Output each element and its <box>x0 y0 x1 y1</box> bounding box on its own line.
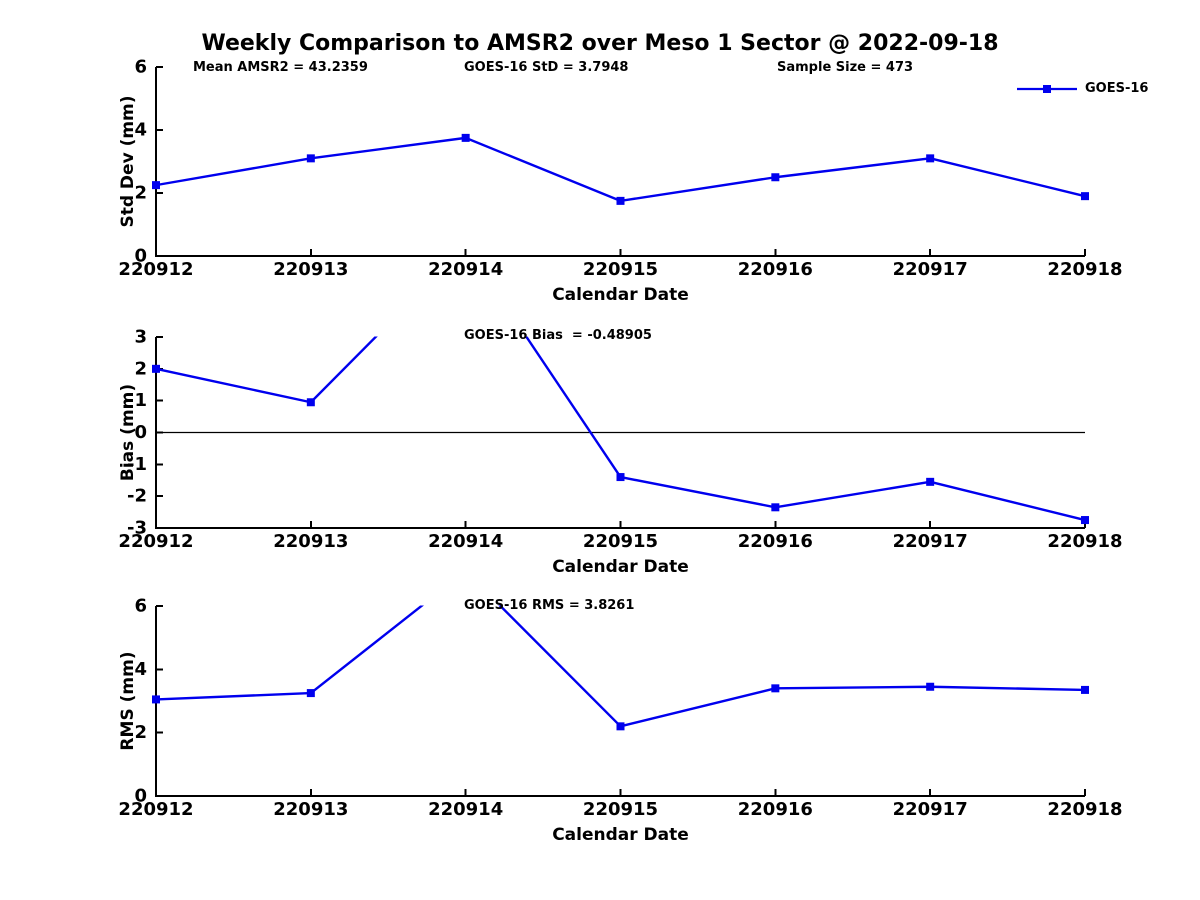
y-axis-label: Std Dev (mm) <box>118 95 138 227</box>
x-tick-label: 220913 <box>273 259 348 280</box>
x-tick-label: 220913 <box>273 799 348 820</box>
y-tick-label: -2 <box>127 486 147 507</box>
stat-annotation-goes16-std: GOES-16 StD = 3.7948 <box>464 60 629 75</box>
data-point-marker <box>152 364 160 373</box>
y-tick-label: 6 <box>134 596 147 617</box>
y-tick-label: 4 <box>134 120 147 141</box>
y-tick-label: -1 <box>127 454 147 475</box>
y-tick-label: 2 <box>134 358 147 379</box>
x-tick-label: 220917 <box>893 531 968 552</box>
x-tick-label: 220914 <box>428 531 503 552</box>
x-tick-label: 220916 <box>738 259 813 280</box>
data-point-marker <box>461 133 470 142</box>
x-tick-label: 220918 <box>1047 531 1122 552</box>
chart-std-dev: 0 2 4 6 220912 220913 220914 220915 220916 220917… <box>118 57 1123 306</box>
legend-label: GOES-16 <box>1085 81 1149 96</box>
data-point-marker <box>1081 685 1089 694</box>
y-axis-label: Bias (mm) <box>118 384 138 481</box>
data-point-marker <box>616 722 625 731</box>
x-tick-label: 220913 <box>273 531 348 552</box>
y-tick-label: 2 <box>134 722 147 743</box>
x-tick-label: 220915 <box>583 531 658 552</box>
y-axis-label: RMS (mm) <box>118 651 138 750</box>
x-tick-label: 220917 <box>893 259 968 280</box>
y-tick-label: 0 <box>134 786 147 807</box>
series-goes-16 <box>152 567 1089 731</box>
stat-annotation-goes16-bias: GOES-16 Bias = -0.48905 <box>464 328 652 343</box>
x-tick-label: 220912 <box>118 531 193 552</box>
data-point-marker <box>926 154 935 163</box>
data-point-marker <box>616 196 625 205</box>
data-point-marker <box>771 684 780 693</box>
x-tick-label: 220918 <box>1047 259 1122 280</box>
x-tick-label: 220916 <box>738 799 813 820</box>
legend: GOES-16 <box>1015 81 1148 97</box>
x-axis-label: Calendar Date <box>552 285 689 305</box>
data-point-marker <box>771 503 780 512</box>
y-tick-label: 2 <box>134 183 147 204</box>
x-tick-label: 220914 <box>428 799 503 820</box>
data-point-marker <box>926 477 935 486</box>
data-point-marker <box>1081 516 1089 525</box>
y-tick-label: 0 <box>134 246 147 267</box>
series-line <box>155 605 1086 728</box>
data-point-marker <box>771 173 780 182</box>
series-goes-16 <box>152 133 1089 205</box>
x-tick-label: 220915 <box>583 259 658 280</box>
data-point-marker <box>1081 192 1089 201</box>
x-tick-label: 220916 <box>738 531 813 552</box>
x-tick-label: 220917 <box>893 799 968 820</box>
data-point-marker <box>306 689 315 698</box>
x-tick-label: 220918 <box>1047 799 1122 820</box>
data-point-marker <box>616 473 625 482</box>
x-tick-label: 220912 <box>118 259 193 280</box>
stat-annotation-goes16-rms: GOES-16 RMS = 3.8261 <box>464 598 635 613</box>
y-tick-label: 1 <box>134 390 147 411</box>
y-tick-label: 3 <box>134 327 147 348</box>
y-tick-label: 6 <box>134 57 147 78</box>
y-tick-label: 0 <box>134 422 147 443</box>
y-tick-label: -3 <box>127 518 147 539</box>
data-point-marker <box>926 682 935 691</box>
data-point-marker <box>152 181 160 190</box>
stat-annotation-mean-amsr2: Mean AMSR2 = 43.2359 <box>193 60 368 75</box>
data-point-marker <box>462 567 470 575</box>
data-point-marker <box>306 398 315 407</box>
stat-annotation-sample-size: Sample Size = 473 <box>777 60 914 75</box>
x-tick-label: 220912 <box>118 799 193 820</box>
data-point-marker <box>306 154 315 163</box>
x-tick-label: 220915 <box>583 799 658 820</box>
x-axis-label: Calendar Date <box>552 825 689 845</box>
data-point-marker <box>152 695 160 704</box>
figure-title: Weekly Comparison to AMSR2 over Meso 1 S… <box>201 31 999 56</box>
x-tick-label: 220914 <box>428 259 503 280</box>
y-tick-label: 4 <box>134 659 147 680</box>
series-line <box>155 136 1086 203</box>
chart-rms: 0 2 4 6 220912 220913 220914 220915 220916 220917… <box>118 567 1123 846</box>
legend-marker <box>1043 85 1051 93</box>
legend-line-sample <box>1017 85 1077 93</box>
series-goes-16 <box>152 336 1089 525</box>
x-axis-label: Calendar Date <box>552 557 689 577</box>
